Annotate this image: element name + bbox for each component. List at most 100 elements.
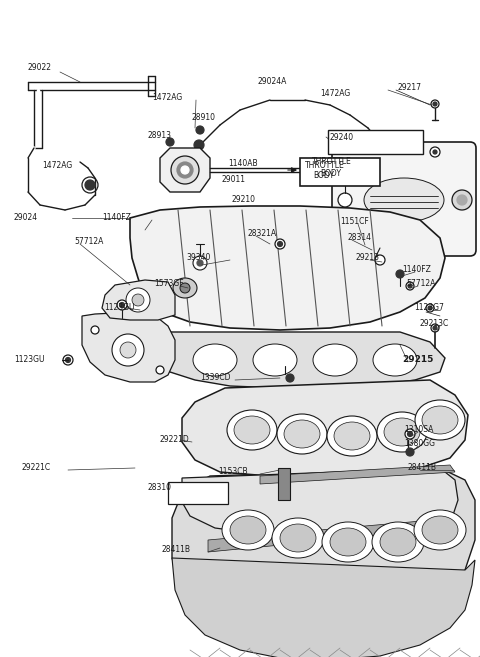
Ellipse shape [372,522,424,562]
Text: BODY: BODY [320,170,341,179]
Text: 1573GF: 1573GF [154,279,184,288]
Circle shape [65,357,71,363]
Text: 1123GU: 1123GU [104,304,134,313]
Text: 28321A: 28321A [248,229,277,238]
Ellipse shape [313,344,357,376]
Text: 1140AB: 1140AB [228,158,258,168]
Polygon shape [182,380,468,476]
Ellipse shape [422,406,458,434]
Text: 28910: 28910 [192,114,216,122]
Text: 39340: 39340 [186,254,210,263]
Text: 29022: 29022 [28,64,52,72]
Ellipse shape [380,528,416,556]
Text: 29217: 29217 [398,83,422,93]
Ellipse shape [422,516,458,544]
Ellipse shape [253,344,297,376]
Circle shape [132,294,144,306]
Text: 1472AG: 1472AG [152,93,182,102]
Polygon shape [160,148,210,192]
Circle shape [430,147,440,157]
Bar [168,482,228,504]
Text: 1153CB: 1153CB [218,468,248,476]
Circle shape [277,242,283,246]
Text: THROTTLE: THROTTLE [305,160,345,170]
Text: 1472AG: 1472AG [42,160,72,170]
Polygon shape [155,332,445,388]
Ellipse shape [322,522,374,562]
Ellipse shape [234,416,270,444]
Bar [300,158,380,186]
Ellipse shape [193,344,237,376]
Circle shape [396,270,404,278]
Circle shape [375,255,385,265]
Text: 29213C: 29213C [420,319,449,328]
Circle shape [428,306,432,310]
Text: 1310SA: 1310SA [404,426,433,434]
Polygon shape [260,465,455,484]
Text: 29011: 29011 [222,175,246,185]
Polygon shape [172,558,475,657]
Circle shape [117,300,127,310]
Text: 1472AG: 1472AG [320,89,350,97]
Ellipse shape [364,178,444,222]
Circle shape [193,256,207,270]
Text: 29210: 29210 [232,196,256,204]
Ellipse shape [415,400,465,440]
Text: 29215: 29215 [402,355,433,365]
Text: 29024A: 29024A [258,78,288,87]
Text: 1380GG: 1380GG [404,440,435,449]
Circle shape [426,304,434,312]
Text: 29221C: 29221C [22,463,51,472]
Ellipse shape [277,414,327,454]
Ellipse shape [173,278,197,298]
Text: 1123GU: 1123GU [14,355,45,365]
Ellipse shape [230,516,266,544]
Circle shape [120,342,136,358]
Text: 57712A: 57712A [74,237,103,246]
Polygon shape [208,518,458,552]
Circle shape [275,239,285,249]
Text: 29213: 29213 [356,254,380,263]
Ellipse shape [373,344,417,376]
Polygon shape [102,280,175,320]
Circle shape [85,180,95,190]
Circle shape [406,282,414,290]
Ellipse shape [280,524,316,552]
Text: 28310: 28310 [148,484,172,493]
Circle shape [166,138,174,146]
Circle shape [171,156,199,184]
Text: BODY: BODY [313,171,334,179]
Circle shape [197,260,203,266]
FancyBboxPatch shape [332,142,476,256]
Circle shape [408,432,412,436]
Text: 29240: 29240 [330,133,354,141]
Circle shape [120,302,124,307]
Text: 28411B: 28411B [408,463,437,472]
Polygon shape [130,206,445,330]
Bar [278,468,290,500]
Circle shape [433,150,437,154]
Text: 1123G7: 1123G7 [414,304,444,313]
Text: 28411B: 28411B [162,545,191,555]
Text: 1140FZ: 1140FZ [402,265,431,275]
Circle shape [286,374,294,382]
Text: 1151CF: 1151CF [340,217,369,227]
Ellipse shape [227,410,277,450]
Circle shape [382,143,392,153]
Ellipse shape [384,418,420,446]
Circle shape [338,193,352,207]
Circle shape [405,429,415,439]
Circle shape [408,284,412,288]
Ellipse shape [334,422,370,450]
Ellipse shape [330,528,366,556]
Text: 29221D: 29221D [160,436,190,445]
Polygon shape [82,313,175,382]
Ellipse shape [377,412,427,452]
Ellipse shape [327,416,377,456]
Circle shape [181,166,189,174]
Text: THROTTLE: THROTTLE [312,158,352,166]
Text: 29024: 29024 [14,214,38,223]
Ellipse shape [284,420,320,448]
Circle shape [433,102,437,106]
Circle shape [452,190,472,210]
